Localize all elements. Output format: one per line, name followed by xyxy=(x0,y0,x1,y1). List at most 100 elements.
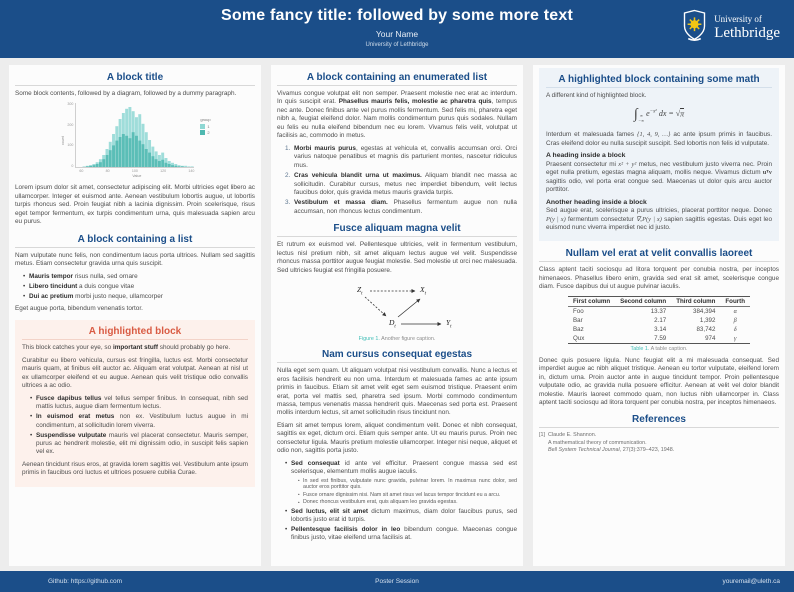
bullet-list: Fusce dapibus tellus vel tellus semper f… xyxy=(22,395,248,457)
right-column: A highlighted block containing some math… xyxy=(533,65,785,566)
axis-tick-label: 100 xyxy=(131,169,138,174)
footer-session-label: Poster Session xyxy=(375,578,419,585)
column-header: Second column xyxy=(615,295,672,307)
paragraph: Etiam sit amet tempus lorem, aliquet con… xyxy=(277,421,517,455)
author-name: Your Name xyxy=(375,29,419,39)
paragraph: Et rutrum ex euismod vel. Pellentesque u… xyxy=(277,241,517,274)
table-cell: 1,392 xyxy=(699,316,716,324)
sub-list-item: In sed est finibus, vulputate nunc gravi… xyxy=(298,478,517,492)
column-header: Third column xyxy=(671,295,721,307)
block-title: A block containing an enumerated list xyxy=(306,72,488,83)
middle-column: A block containing an enumerated list Vi… xyxy=(271,65,523,566)
list-item: Vestibulum et massa diam. Phasellus ferm… xyxy=(285,199,517,215)
table-caption: Table 1. A table caption. xyxy=(630,345,688,352)
axis-tick-label: 200 xyxy=(67,122,74,127)
paragraph: Eget augue porta, bibendum venenatis tor… xyxy=(15,304,143,312)
block-title: A highlighted block xyxy=(88,326,182,338)
inline-math: ∇ₓP(y | x) xyxy=(636,215,662,223)
logo-wordmark-bottom: Lethbridge xyxy=(714,25,780,41)
title-rule xyxy=(277,362,517,364)
paragraph: Lorem ipsum dolor sit amet, consectetur … xyxy=(15,184,255,226)
paragraph: Vivamus congue volutpat elit non semper.… xyxy=(277,90,517,140)
table-cell: 83,742 xyxy=(696,325,716,333)
paragraph: A different kind of highlighted block. xyxy=(546,92,647,99)
column-header: Fourth xyxy=(720,295,750,307)
inline-math: {1, 4, 9, …} xyxy=(637,131,671,139)
email-link[interactable]: youremail@uleth.ca xyxy=(722,578,780,585)
block-nam-cursus: Nam cursus consequat egestas Nulla eget … xyxy=(277,349,517,543)
table-row: Qux 7.59 974 γ xyxy=(568,333,750,344)
title-rule xyxy=(15,246,255,248)
logo-wordmark-top: University of xyxy=(714,14,762,24)
sub-list-item: Fusce ornare dignissim nisi. Nam sit ame… xyxy=(298,492,517,499)
block-a-block-title: A block title Some block contents, follo… xyxy=(15,72,255,227)
table-row: Foo 13.37 384,394 α xyxy=(568,306,750,316)
left-column: A block title Some block contents, follo… xyxy=(9,65,261,566)
poster-header: Some fancy title: followed by some more … xyxy=(0,0,794,58)
axis-tick-label: 140 xyxy=(188,169,195,174)
table-cell: Bar xyxy=(573,316,583,324)
paragraph: This block catches your eye, so importan… xyxy=(22,344,231,352)
dag-figure: Zt Xt Dt Yt xyxy=(331,282,463,334)
block-title: A highlighted block containing some math xyxy=(558,74,760,85)
block-title: References xyxy=(632,414,686,426)
table-cell: Qux xyxy=(568,333,616,344)
affiliation: University of Lethbridge xyxy=(365,42,429,48)
paragraph: Some block contents, followed by a diagr… xyxy=(15,90,237,97)
paragraph: Curabitur eu libero vehicula, cursus est… xyxy=(22,356,248,390)
legend-title: group xyxy=(200,117,211,123)
paragraph: Sed augue erat, scelerisque a purus ultr… xyxy=(546,207,772,231)
uleth-logo: University of Lethbridge xyxy=(682,9,780,47)
logo-wordmark: University of Lethbridge xyxy=(714,15,780,41)
github-link[interactable]: Github: https://github.com xyxy=(48,578,123,585)
inline-math: x² + y² xyxy=(618,160,637,168)
paragraph: Interdum et malesuada fames {1, 4, 9, …}… xyxy=(546,131,772,147)
list-item: Pellentesque facilisis dolor in leo bibe… xyxy=(285,526,517,543)
references-block: References [1] Claude E. Shannon. A math… xyxy=(539,414,779,454)
list-item: Fusce dapibus tellus vel tellus semper f… xyxy=(30,395,248,412)
title-rule xyxy=(539,427,779,429)
legend-item: 1 xyxy=(200,123,210,129)
histogram-plot-area: 300 200 100 0 60 80 100 120 140 Value xyxy=(67,103,195,178)
table-cell: 7.59 xyxy=(615,333,672,344)
dag-node-y: Yt xyxy=(446,318,452,330)
list-item: Suspendisse vulputate mauris vel placera… xyxy=(30,432,248,457)
paragraph: Nulla eget sem quam. Ut aliquam volutpat… xyxy=(277,367,517,417)
paragraph: Nam vulputate nunc felis, non condimentu… xyxy=(15,251,255,268)
histogram-x-ticks: 60 80 100 120 140 xyxy=(79,168,194,173)
list-item: Sed luctus, elit sit amet dictum maximus… xyxy=(285,508,517,525)
poster-body: A block title Some block contents, follo… xyxy=(0,58,794,571)
list-item: Dui ac pretium morbi justo neque, ullamc… xyxy=(23,293,255,302)
highlighted-alert-block: A highlighted block This block catches y… xyxy=(15,320,255,487)
sub-list-item: Donec rhoncus vestibulum erat, quis aliq… xyxy=(298,499,517,506)
poster-footer: Github: https://github.com Poster Sessio… xyxy=(0,571,794,592)
reference-entry: [1] Claude E. Shannon. A mathematical th… xyxy=(539,432,675,454)
block-subheading: Another heading inside a block xyxy=(546,198,647,206)
axis-tick-label: 60 xyxy=(79,169,84,174)
paragraph: Donec quis posuere ligula. Nunc feugiat … xyxy=(539,356,779,407)
block-with-table: Nullam vel erat at velit convallis laore… xyxy=(539,248,779,407)
axis-tick-label: 0 xyxy=(71,163,74,168)
dag-edges xyxy=(364,289,442,327)
table-cell: 384,394 xyxy=(693,307,716,315)
inline-math: P(y | x) xyxy=(546,215,566,223)
table-cell: 3.14 xyxy=(654,325,667,333)
paragraph: Aenean tincidunt risus eros, at gravida … xyxy=(22,460,248,477)
table-cell: α xyxy=(733,307,737,315)
table-cell: γ xyxy=(720,333,750,344)
highlighted-math-block: A highlighted block containing some math… xyxy=(539,68,779,242)
data-table: First column Second column Third column … xyxy=(568,295,750,344)
dag-node-x: Xt xyxy=(420,285,426,297)
legend-swatch xyxy=(200,130,206,136)
block-title: Nam cursus consequat egestas xyxy=(321,349,473,361)
histogram-y-ticks: 300 200 100 0 xyxy=(67,103,75,168)
table-row: Baz 3.14 83,742 δ xyxy=(568,325,750,334)
list-item: In euismod erat metus non ex. Vestibulum… xyxy=(30,413,248,430)
histogram-bars xyxy=(75,103,195,169)
list-item: Mauris tempor risus nulla, sed ornare xyxy=(23,273,255,282)
legend-swatch xyxy=(200,123,206,129)
table-cell: 974 xyxy=(671,333,721,344)
display-equation: ∫ ∞ −∞ e−x² dx = √π xyxy=(633,107,685,124)
list-item: Morbi mauris purus, egestas at vehicula … xyxy=(285,144,518,169)
